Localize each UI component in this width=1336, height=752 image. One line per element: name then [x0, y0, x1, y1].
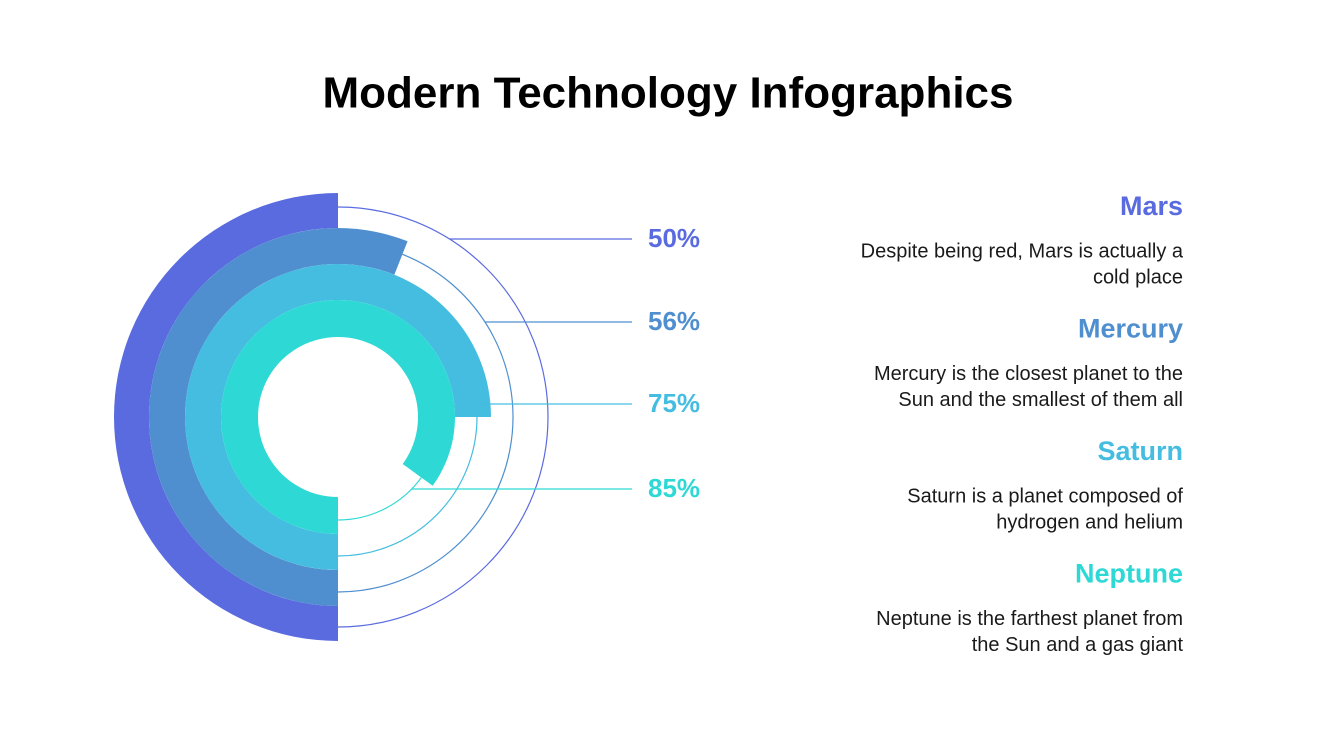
- planet-description: Neptune is the farthest planet from: [876, 608, 1183, 630]
- value-label: 50%: [648, 223, 700, 253]
- track-outline: [337, 416, 478, 557]
- track-outline: [337, 477, 422, 521]
- planet-name: Neptune: [1075, 559, 1183, 589]
- value-label: 56%: [648, 306, 700, 336]
- planet-name: Mars: [1120, 191, 1183, 221]
- slide-title: Modern Technology Infographics: [323, 69, 1014, 118]
- planet-description: Sun and the smallest of them all: [898, 389, 1183, 411]
- planet-description: cold place: [1093, 266, 1183, 288]
- radial-bar: [221, 300, 456, 534]
- value-label: 85%: [648, 473, 700, 503]
- planet-description: Saturn is a planet composed of: [907, 485, 1183, 507]
- planet-name: Mercury: [1078, 314, 1183, 344]
- planet-name: Saturn: [1097, 436, 1183, 466]
- track-outline: [337, 253, 514, 593]
- planet-description: Mercury is the closest planet to the: [874, 363, 1183, 385]
- radial-bar: [148, 228, 408, 606]
- planet-description: Despite being red, Mars is actually a: [861, 240, 1184, 262]
- radial-bar: [114, 193, 338, 641]
- track-outline: [337, 206, 549, 628]
- planet-description: hydrogen and helium: [996, 511, 1183, 533]
- value-label: 75%: [648, 388, 700, 418]
- planet-description: the Sun and a gas giant: [972, 634, 1184, 656]
